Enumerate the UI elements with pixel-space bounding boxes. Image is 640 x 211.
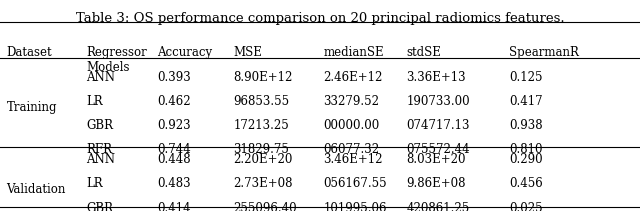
Text: 9.86E+08: 9.86E+08: [406, 177, 466, 190]
Text: Training: Training: [6, 101, 57, 114]
Text: 190733.00: 190733.00: [406, 95, 470, 108]
Text: 0.290: 0.290: [509, 153, 543, 166]
Text: LR: LR: [86, 95, 103, 108]
Text: ANN: ANN: [86, 71, 115, 84]
Text: 33279.52: 33279.52: [323, 95, 379, 108]
Text: MSE: MSE: [234, 46, 262, 60]
Text: 3.36E+13: 3.36E+13: [406, 71, 466, 84]
Text: 8.90E+12: 8.90E+12: [234, 71, 293, 84]
Text: 00000.00: 00000.00: [323, 119, 380, 132]
Text: 0.744: 0.744: [157, 143, 191, 157]
Text: Dataset: Dataset: [6, 46, 52, 60]
Text: Regressor
Models: Regressor Models: [86, 46, 147, 74]
Text: GBR: GBR: [86, 119, 113, 132]
Text: 0.938: 0.938: [509, 119, 543, 132]
Text: 2.46E+12: 2.46E+12: [323, 71, 383, 84]
Text: SpearmanR: SpearmanR: [509, 46, 579, 60]
Text: 0.923: 0.923: [157, 119, 191, 132]
Text: 3.46E+12: 3.46E+12: [323, 153, 383, 166]
Text: 0.414: 0.414: [157, 202, 191, 211]
Text: 96853.55: 96853.55: [234, 95, 290, 108]
Text: 056167.55: 056167.55: [323, 177, 387, 190]
Text: 2.20E+20: 2.20E+20: [234, 153, 293, 166]
Text: 074717.13: 074717.13: [406, 119, 470, 132]
Text: 17213.25: 17213.25: [234, 119, 289, 132]
Text: 0.810: 0.810: [509, 143, 542, 157]
Text: Validation: Validation: [6, 183, 66, 196]
Text: 0.462: 0.462: [157, 95, 191, 108]
Text: 0.448: 0.448: [157, 153, 191, 166]
Text: medianSE: medianSE: [323, 46, 384, 60]
Text: 06077.32: 06077.32: [323, 143, 380, 157]
Text: LR: LR: [86, 177, 103, 190]
Text: 2.73E+08: 2.73E+08: [234, 177, 293, 190]
Text: 0.393: 0.393: [157, 71, 191, 84]
Text: 075572.44: 075572.44: [406, 143, 470, 157]
Text: 0.456: 0.456: [509, 177, 543, 190]
Text: 0.417: 0.417: [509, 95, 543, 108]
Text: GBR: GBR: [86, 202, 113, 211]
Text: 255096.40: 255096.40: [234, 202, 297, 211]
Text: RFR: RFR: [86, 143, 113, 157]
Text: Table 3: OS performance comparison on 20 principal radiomics features.: Table 3: OS performance comparison on 20…: [76, 12, 564, 25]
Text: 0.025: 0.025: [509, 202, 543, 211]
Text: Accuracy: Accuracy: [157, 46, 212, 60]
Text: 420861.25: 420861.25: [406, 202, 470, 211]
Text: 8.03E+20: 8.03E+20: [406, 153, 466, 166]
Text: 101995.06: 101995.06: [323, 202, 387, 211]
Text: stdSE: stdSE: [406, 46, 441, 60]
Text: 0.125: 0.125: [509, 71, 542, 84]
Text: ANN: ANN: [86, 153, 115, 166]
Text: 0.483: 0.483: [157, 177, 191, 190]
Text: 31829.75: 31829.75: [234, 143, 289, 157]
